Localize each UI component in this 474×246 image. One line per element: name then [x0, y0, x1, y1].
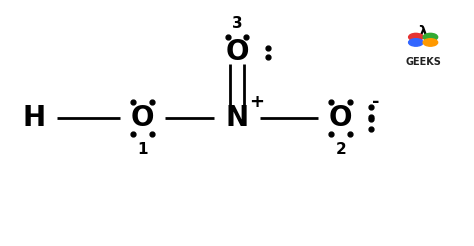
Text: λ: λ — [419, 25, 428, 39]
Text: -: - — [372, 93, 380, 111]
Circle shape — [423, 33, 438, 41]
Text: 3: 3 — [232, 16, 242, 31]
Text: N: N — [226, 104, 248, 132]
Text: O: O — [131, 104, 155, 132]
Circle shape — [409, 33, 423, 41]
Circle shape — [409, 39, 423, 46]
Circle shape — [423, 39, 438, 46]
Text: O: O — [329, 104, 352, 132]
Text: GEEKS: GEEKS — [405, 57, 441, 67]
Text: 1: 1 — [137, 142, 148, 157]
Text: 2: 2 — [335, 142, 346, 157]
Text: +: + — [249, 93, 264, 111]
Text: O: O — [225, 38, 249, 66]
Text: H: H — [23, 104, 46, 132]
